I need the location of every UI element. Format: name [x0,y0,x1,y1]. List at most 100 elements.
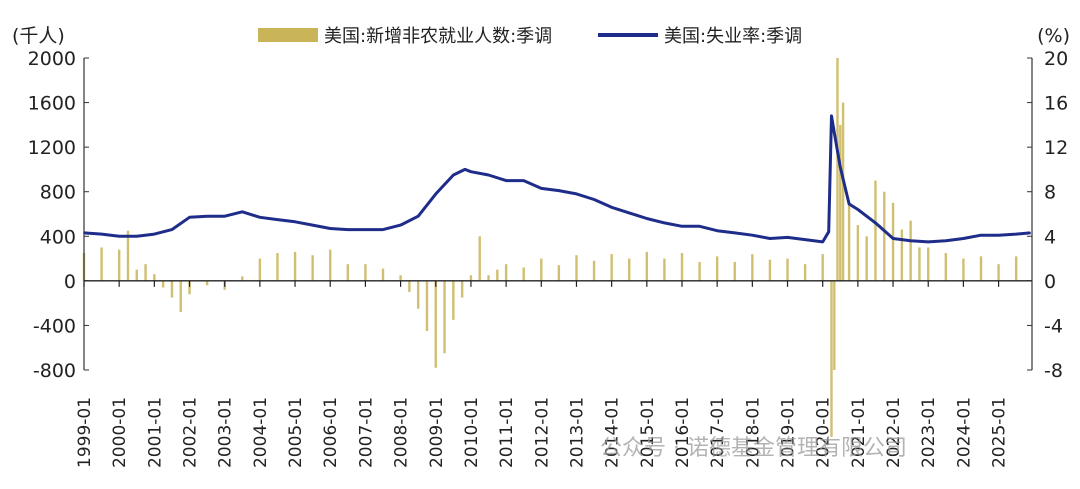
left-tick-label: 0 [64,271,76,293]
bar [241,276,244,281]
line-point [171,228,173,231]
bar [575,255,578,281]
bar [126,230,130,281]
axes-layer: 2000 1600 1200 800 400 0 -400 -800 20 16 12 8 4 0 -4 -8… [12,25,1070,468]
line-point [945,239,947,242]
line-point [997,234,1000,236]
x-tick-label: 2012-01 [532,397,552,468]
line-point [470,170,472,173]
right-axis-label: (%) [1037,25,1070,47]
bar [847,205,851,281]
bar [900,229,904,281]
x-tick-label: 2020-01 [814,397,834,468]
bar [628,258,631,281]
line-point [505,179,507,182]
line-point [417,215,419,218]
bar [874,180,877,281]
line-point [646,217,648,220]
bar [100,247,103,281]
bar [460,280,464,298]
line-point [1029,232,1032,234]
line-layer [83,114,1032,244]
line-point [118,235,120,238]
line-point [874,222,877,224]
bar [434,280,437,368]
bar [416,280,420,309]
bar [496,269,499,281]
bar [830,280,833,437]
bar [680,253,684,281]
line-point [980,234,982,236]
bar [381,268,385,281]
line-point [540,187,543,190]
line-point [628,212,631,214]
bar [927,247,930,281]
line-point [663,222,666,224]
x-tick-label: 2004-01 [251,397,271,468]
bar [425,280,429,331]
line-point [892,237,894,240]
unemployment-line [83,114,1031,244]
bar [452,280,455,320]
bar [768,259,772,281]
legend-bar-label: 美国:新增非农就业人数:季调 [324,26,552,47]
left-tick-label: 800 [40,182,76,204]
bar [179,280,182,313]
watermark-text: 公众号 · 诺德基金管理有限公司 [600,436,907,461]
bar [408,280,411,292]
line-point [681,225,683,228]
line-point [206,215,208,218]
right-tick-label: -8 [1044,360,1063,382]
bar [592,260,596,281]
line-point [716,229,718,232]
x-tick-label: 2017-01 [708,397,728,468]
bar [170,280,174,298]
bar [329,249,332,281]
bar [856,225,860,281]
x-tick-label: 2005-01 [286,397,306,468]
line-point [276,218,279,221]
right-tick-label: 8 [1044,182,1056,204]
bar [205,280,209,286]
left-tick-label: 2000 [28,48,76,70]
bar [557,265,561,281]
line-point [135,235,138,238]
x-tick-label: 2022-01 [884,397,904,468]
line-point [311,224,314,226]
line-point [593,198,595,201]
left-axis-label: (千人) [12,25,65,47]
bar [276,253,279,281]
bar [153,274,156,281]
bar [663,258,666,281]
left-tick-label: 400 [40,226,76,248]
bar [540,258,543,281]
bar [733,261,736,281]
bar [1014,256,1018,281]
line-point [1015,233,1017,235]
bar [944,253,948,281]
legend: 美国:新增非农就业人数:季调 美国:失业率:季调 [258,26,802,47]
line-point [153,233,156,235]
right-tick-label: 0 [1044,271,1056,293]
bar [117,249,121,281]
line-point [452,174,455,176]
bar [865,236,868,281]
x-tick-label: 2007-01 [356,397,376,468]
bar [188,280,191,295]
bar [841,102,845,281]
line-point [610,206,613,209]
line-point [83,232,85,234]
bar [645,251,649,281]
line-point [487,174,490,176]
line-point [464,168,466,171]
bar [311,255,314,281]
line-point [434,193,437,195]
x-tick-label: 2002-01 [181,397,201,468]
line-point [364,228,367,231]
line-point [223,215,226,218]
x-tick-label: 2003-01 [216,397,236,468]
bar [487,275,490,281]
line-point [786,236,789,239]
line-point [830,115,833,117]
bar [610,254,613,281]
